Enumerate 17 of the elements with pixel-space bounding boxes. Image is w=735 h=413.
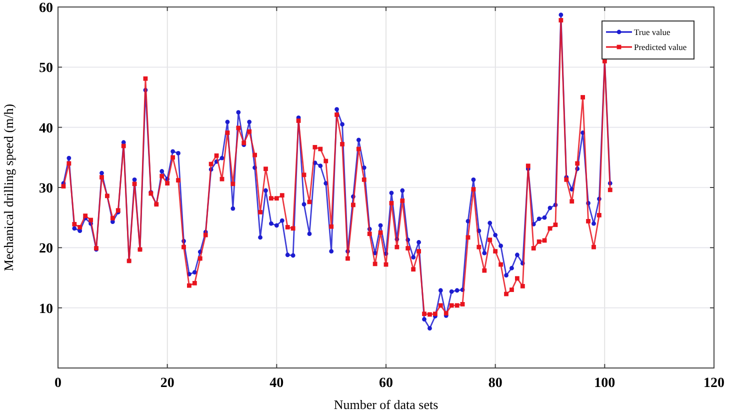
- y-tick-label: 20: [39, 242, 53, 257]
- x-tick-label: 40: [270, 376, 284, 391]
- y-axis-title: Mechanical drilling speed (m/h): [1, 104, 16, 272]
- y-tick-label: 60: [39, 1, 53, 16]
- x-tick-label: 100: [594, 376, 616, 391]
- legend-label: Predicted value: [634, 42, 687, 52]
- x-tick-label: 60: [379, 376, 393, 391]
- x-tick-label: 120: [704, 376, 724, 391]
- x-tick-label: 20: [160, 376, 174, 391]
- legend-label: True value: [634, 27, 671, 37]
- y-tick-label: 50: [39, 61, 53, 76]
- x-tick-label: 0: [54, 376, 62, 391]
- y-tick-label: 40: [39, 121, 53, 136]
- x-axis-title: Number of data sets: [334, 397, 438, 412]
- y-tick-label: 10: [39, 302, 53, 317]
- y-tick-label: 30: [39, 182, 53, 196]
- x-tick-label: 80: [488, 376, 502, 391]
